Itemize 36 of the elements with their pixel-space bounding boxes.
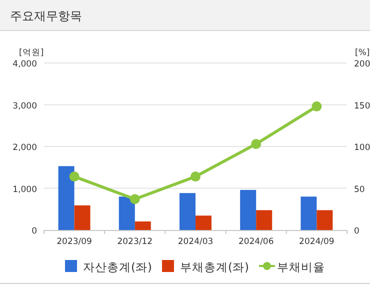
y-tick-label: 2,000 bbox=[12, 143, 37, 153]
legend-label: 부채비율 bbox=[276, 260, 325, 274]
y2-tick-label: 150 bbox=[354, 101, 370, 112]
point bbox=[312, 101, 322, 112]
legend-label: 자산총계(좌) bbox=[83, 260, 152, 274]
y-axis-title: [억원] bbox=[19, 48, 44, 58]
point bbox=[251, 138, 262, 149]
x-tick-label: 2024/06 bbox=[238, 237, 274, 247]
bar bbox=[58, 166, 74, 230]
x-tick-label: 2024/09 bbox=[299, 237, 334, 247]
x-tick-label: 2023/09 bbox=[56, 237, 92, 247]
y-tick-label: 4,000 bbox=[12, 60, 37, 70]
bar bbox=[118, 196, 135, 230]
bar bbox=[316, 210, 333, 230]
y2-tick-label: 100 bbox=[354, 143, 370, 153]
y2-axis-title: [%] bbox=[355, 48, 370, 58]
bar bbox=[134, 221, 151, 230]
y-tick-label: 3,000 bbox=[12, 101, 37, 112]
bar bbox=[300, 196, 317, 230]
bar bbox=[196, 216, 212, 230]
bar bbox=[74, 205, 90, 230]
bar bbox=[180, 193, 196, 230]
y-tick-label: 0 bbox=[32, 226, 37, 236]
x-tick-label: 2024/03 bbox=[178, 237, 214, 247]
y2-tick-label: 0 bbox=[354, 226, 360, 236]
x-tick-label: 2023/12 bbox=[117, 237, 153, 247]
y2-tick-label: 200 bbox=[354, 60, 370, 70]
chart-title: 주요재무항목 bbox=[10, 9, 82, 23]
y2-tick-label: 50 bbox=[354, 184, 365, 195]
bar bbox=[256, 210, 272, 230]
point bbox=[69, 172, 80, 182]
point bbox=[130, 194, 140, 204]
legend-label: 부채총계(좌) bbox=[180, 260, 249, 274]
bar bbox=[240, 190, 256, 230]
point bbox=[190, 172, 200, 182]
y-tick-label: 1,000 bbox=[12, 184, 37, 195]
